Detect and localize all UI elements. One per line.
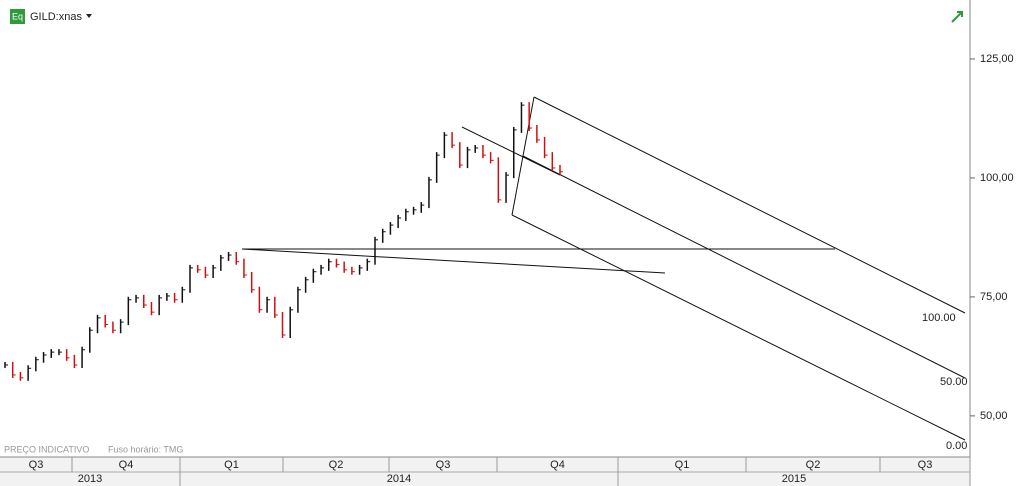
- pitchfork-line: [511, 214, 966, 441]
- y-tick-label: 125,00: [980, 53, 1014, 65]
- footer-note: Fuso horário: TMG: [108, 444, 183, 454]
- year-label: 2015: [782, 473, 806, 485]
- annotation: 100.00: [922, 312, 956, 324]
- annotation: 0.00: [946, 440, 967, 452]
- quarter-label: Q4: [119, 459, 134, 471]
- trend-icon[interactable]: [951, 11, 963, 23]
- year-label: 2014: [387, 473, 411, 485]
- symbol-icon[interactable]: [10, 9, 25, 24]
- icon-label: Eq: [12, 11, 23, 21]
- pitchfork-line: [522, 155, 966, 379]
- quarter-label: Q3: [29, 459, 44, 471]
- symbol[interactable]: GILD:xnas: [30, 11, 82, 23]
- quarter-label: Q3: [436, 459, 451, 471]
- pitchfork-line: [533, 96, 966, 314]
- quarter-label: Q4: [550, 459, 565, 471]
- quarter-label: Q2: [806, 459, 821, 471]
- y-tick-label: 100,00: [980, 172, 1014, 184]
- quarter-label: Q2: [329, 459, 344, 471]
- trend-line: [461, 126, 561, 176]
- y-tick-label: 75,00: [980, 291, 1008, 303]
- y-tick-label: 50,00: [980, 410, 1008, 422]
- year-label: 2013: [78, 473, 102, 485]
- quarter-label: Q1: [675, 459, 690, 471]
- quarter-label: Q1: [224, 459, 239, 471]
- drawings: [241, 96, 966, 441]
- annotation: 50.00: [940, 376, 968, 388]
- footer-note: PREÇO INDICATIVO: [4, 444, 89, 454]
- dropdown-arrow[interactable]: [86, 14, 92, 18]
- quarter-label: Q3: [918, 459, 933, 471]
- trend-line: [241, 248, 666, 274]
